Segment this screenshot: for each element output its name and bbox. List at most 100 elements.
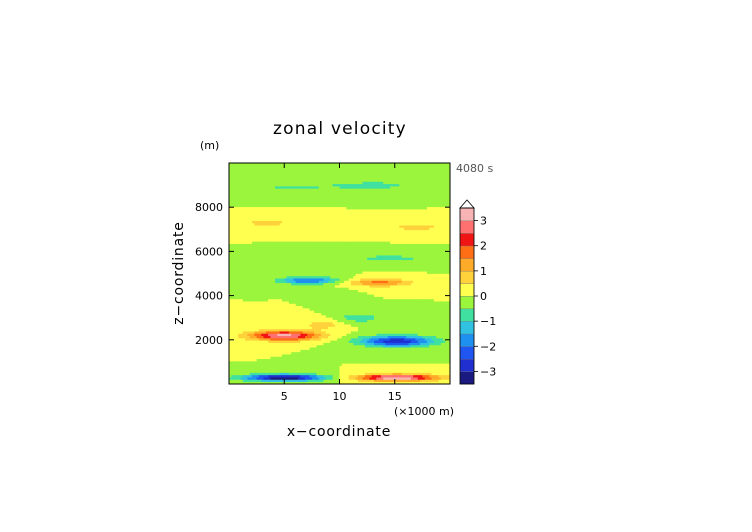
contour-cell <box>300 370 304 373</box>
contour-cell <box>401 308 405 311</box>
contour-cell <box>252 298 255 302</box>
contour-cell <box>327 354 331 357</box>
contour-cell <box>332 363 336 366</box>
contour-cell <box>360 280 363 284</box>
contour-cell <box>314 367 317 371</box>
contour-cell <box>447 337 451 341</box>
contour-cell <box>348 301 352 304</box>
contour-cell <box>240 291 244 295</box>
contour-cell <box>254 367 257 371</box>
contour-cell <box>364 349 368 353</box>
contour-cell <box>348 282 352 286</box>
contour-cell <box>385 356 389 360</box>
contour-cell <box>256 328 260 332</box>
contour-cell <box>316 303 320 307</box>
contour-cell <box>270 275 274 279</box>
contour-cell <box>245 310 248 313</box>
contour-cell <box>309 298 313 302</box>
contour-cell <box>392 381 396 385</box>
contour-cell <box>380 340 384 343</box>
contour-cell <box>397 379 400 383</box>
contour-cell <box>371 328 375 332</box>
contour-cell <box>401 280 405 284</box>
contour-cell <box>323 340 327 343</box>
contour-cell <box>304 273 308 277</box>
contour-cell <box>387 328 391 332</box>
contour-cell <box>321 308 324 311</box>
contour-cell <box>302 347 306 350</box>
contour-cell <box>323 356 327 360</box>
contour-cell <box>242 275 246 279</box>
contour-cell <box>325 363 329 366</box>
contour-cell <box>265 275 269 279</box>
contour-cell <box>438 333 442 336</box>
contour-cell <box>371 282 375 286</box>
contour-cell <box>447 317 451 320</box>
contour-cell <box>321 347 324 350</box>
contour-cell <box>357 340 361 343</box>
contour-cell <box>275 342 278 346</box>
contour-cell <box>436 331 439 334</box>
contour-cell <box>406 337 409 341</box>
contour-cell <box>424 296 428 300</box>
contour-cell <box>397 331 400 334</box>
contour-cell <box>410 328 414 332</box>
contour-cell <box>440 335 444 339</box>
contour-cell <box>281 280 285 284</box>
contour-cell <box>229 271 232 274</box>
contour-cell <box>397 289 400 293</box>
contour-cell <box>337 358 340 362</box>
contour-cell <box>300 356 304 360</box>
contour-cell <box>325 372 329 376</box>
contour-cell <box>397 271 400 274</box>
contour-cell <box>247 273 251 277</box>
contour-cell <box>385 294 389 297</box>
contour-cell <box>334 374 338 378</box>
contour-cell <box>436 351 439 355</box>
contour-cell <box>401 287 405 290</box>
contour-cell <box>371 305 375 309</box>
contour-cell <box>341 310 345 313</box>
contour-cell <box>426 356 430 360</box>
contour-cell <box>390 365 393 369</box>
contour-cell <box>334 370 338 373</box>
contour-cell <box>422 347 426 350</box>
contour-cell <box>360 358 363 362</box>
contour-cell <box>413 358 416 362</box>
contour-cell <box>339 377 343 380</box>
contour-cell <box>261 301 264 304</box>
contour-cell <box>249 289 253 293</box>
contour-cell <box>238 344 241 348</box>
contour-cell <box>286 363 290 366</box>
contour-cell <box>413 305 416 309</box>
contour-cell <box>431 356 435 360</box>
contour-cell <box>311 379 315 383</box>
contour-cell <box>245 340 248 343</box>
contour-cell <box>390 321 393 325</box>
contour-cell <box>397 342 400 346</box>
contour-cell <box>261 264 264 267</box>
contour-cell <box>378 314 382 318</box>
contour-cell <box>351 356 354 360</box>
contour-cell <box>270 317 274 320</box>
contour-cell <box>268 356 271 360</box>
contour-cell <box>355 377 359 380</box>
contour-cell <box>233 379 237 383</box>
contour-cell <box>401 285 405 288</box>
contour-cell <box>268 275 271 279</box>
contour-cell <box>240 349 244 353</box>
contour-cell <box>233 367 237 371</box>
contour-cells <box>229 163 451 385</box>
contour-cell <box>332 282 336 286</box>
contour-cell <box>417 303 421 307</box>
contour-cell <box>275 354 278 357</box>
contour-cell <box>399 360 402 364</box>
contour-cell <box>364 340 368 343</box>
contour-cell <box>327 291 331 295</box>
contour-cell <box>288 342 292 346</box>
contour-cell <box>249 340 253 343</box>
contour-cell <box>293 268 297 272</box>
contour-cell <box>369 365 373 369</box>
contour-cell <box>229 289 232 293</box>
contour-cell <box>380 372 384 376</box>
